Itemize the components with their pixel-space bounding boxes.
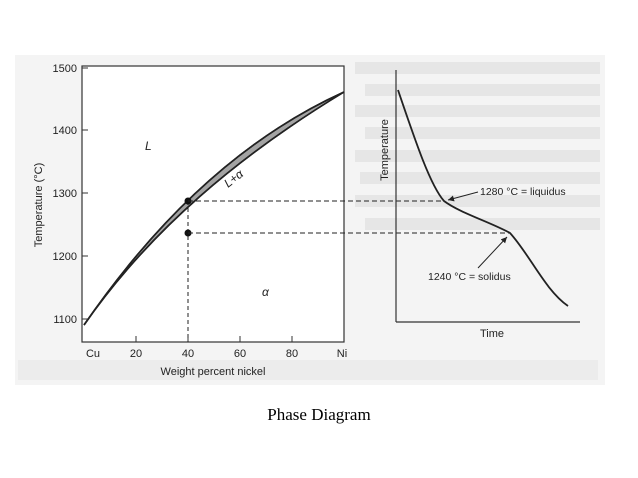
solidus-arrow (477, 236, 508, 269)
slide-caption: Phase Diagram (267, 405, 371, 424)
x-tick-label: 60 (234, 348, 246, 360)
x-tick-label: Ni (337, 348, 347, 360)
liquidus-annotation: 1280 °C = liquidus (480, 186, 566, 198)
liquidus-arrow (447, 191, 479, 202)
x-tick-label: 20 (130, 348, 142, 360)
cooling-y-axis-label: Temperature (379, 119, 391, 181)
y-tick-label: 1300 (53, 188, 77, 200)
solidus-annotation: 1240 °C = solidus (428, 271, 511, 283)
y-tick-label: 1500 (53, 63, 77, 75)
x-tick-label: Cu (86, 348, 100, 360)
x-axis-label: Weight percent nickel (161, 366, 266, 378)
cooling-x-axis-label: Time (480, 328, 504, 340)
y-tick-label: 1200 (53, 251, 77, 263)
y-tick-label: 1100 (53, 314, 77, 326)
solidus-line (83, 91, 345, 326)
bleed-through-text (18, 62, 600, 380)
phase-diagram-panel (81, 65, 345, 343)
cooling-curve (397, 89, 569, 307)
y-axis-label: Temperature (°C) (33, 163, 45, 247)
x-tick-label: 40 (182, 348, 194, 360)
y-axis-ticks (82, 67, 88, 320)
solid-region-label: α (262, 285, 270, 299)
liquid-region-label: L (145, 139, 152, 153)
x-tick-label: 80 (286, 348, 298, 360)
y-tick-label: 1400 (53, 125, 77, 137)
